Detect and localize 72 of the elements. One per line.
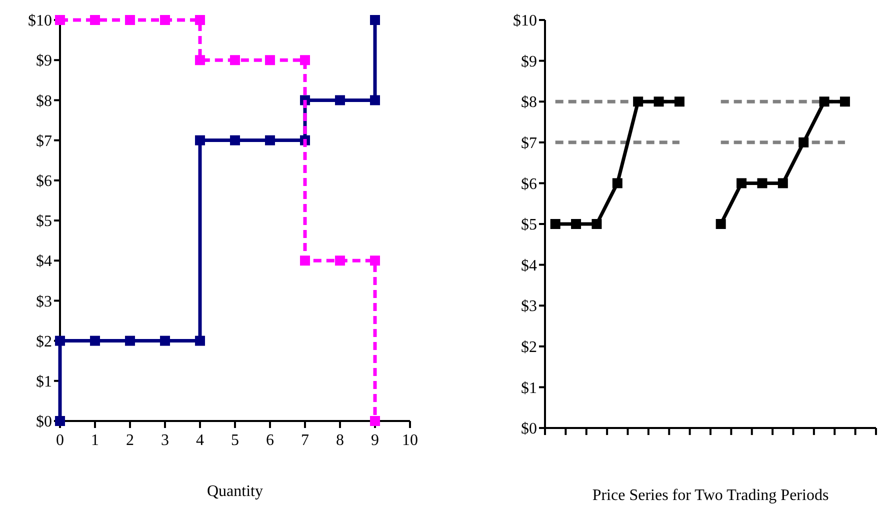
point xyxy=(160,336,170,346)
point xyxy=(125,336,135,346)
point xyxy=(195,135,205,146)
x-tick-label: 9 xyxy=(371,432,379,449)
x-tick-label: 10 xyxy=(402,432,418,449)
point xyxy=(716,219,726,229)
point xyxy=(335,256,345,266)
y-tick-label: $9 xyxy=(521,53,537,70)
y-tick-label: $0 xyxy=(521,420,537,438)
x-tick-label: 5 xyxy=(231,432,239,449)
point xyxy=(90,15,100,25)
x-tick-label: 7 xyxy=(301,432,309,449)
point xyxy=(300,256,310,266)
y-tick-label: $2 xyxy=(36,333,52,350)
point xyxy=(612,178,622,188)
y-tick-label: $8 xyxy=(36,92,52,110)
point xyxy=(195,15,205,25)
point xyxy=(125,15,135,25)
point xyxy=(592,219,602,229)
x-tick-label: 3 xyxy=(161,432,169,449)
point xyxy=(195,55,205,66)
y-tick-label: $6 xyxy=(36,173,52,190)
point xyxy=(778,178,788,188)
point xyxy=(300,55,310,66)
point xyxy=(840,96,850,107)
point xyxy=(370,95,380,106)
x-tick-label: 1 xyxy=(91,432,99,449)
point xyxy=(654,96,664,107)
point xyxy=(736,178,747,188)
point xyxy=(265,135,275,146)
point xyxy=(160,15,170,25)
x-axis-title: Quantity xyxy=(207,483,263,500)
x-axis-title: Price Series for Two Trading Periods xyxy=(592,487,829,504)
point xyxy=(370,256,380,266)
x-tick-label: 6 xyxy=(266,432,274,449)
y-tick-label: $3 xyxy=(36,293,52,310)
y-tick-label: $7 xyxy=(36,132,52,150)
y-tick-label: $1 xyxy=(521,380,537,397)
point xyxy=(674,96,684,107)
point xyxy=(550,219,560,229)
x-tick-label: 2 xyxy=(126,432,134,449)
point xyxy=(798,137,809,148)
x-tick-label: 4 xyxy=(196,432,204,449)
y-tick-label: $1 xyxy=(36,374,52,390)
point xyxy=(265,55,275,66)
y-tick-label: $4 xyxy=(521,257,537,274)
point xyxy=(230,135,240,146)
y-tick-label: $5 xyxy=(36,213,52,230)
point xyxy=(571,219,582,229)
x-tick-label: 8 xyxy=(336,432,344,449)
point xyxy=(819,96,830,107)
y-tick-label: $3 xyxy=(521,298,537,316)
y-tick-label: $2 xyxy=(521,339,537,356)
point xyxy=(370,15,380,25)
y-tick-label: $4 xyxy=(36,253,52,270)
y-tick-label: $6 xyxy=(521,176,537,193)
y-tick-label: $9 xyxy=(36,52,52,70)
point xyxy=(757,178,768,188)
point xyxy=(633,96,644,107)
y-tick-label: $5 xyxy=(521,216,537,234)
point xyxy=(55,336,65,346)
point xyxy=(195,336,205,346)
y-tick-label: $0 xyxy=(36,414,52,431)
point xyxy=(370,416,380,426)
point xyxy=(230,55,240,66)
point xyxy=(90,336,100,346)
point xyxy=(335,95,345,106)
y-tick-label: $10 xyxy=(513,12,537,30)
y-tick-label: $10 xyxy=(28,12,52,30)
y-tick-label: $8 xyxy=(521,94,537,112)
x-tick-label: 0 xyxy=(56,432,64,449)
y-tick-label: $7 xyxy=(521,135,537,152)
